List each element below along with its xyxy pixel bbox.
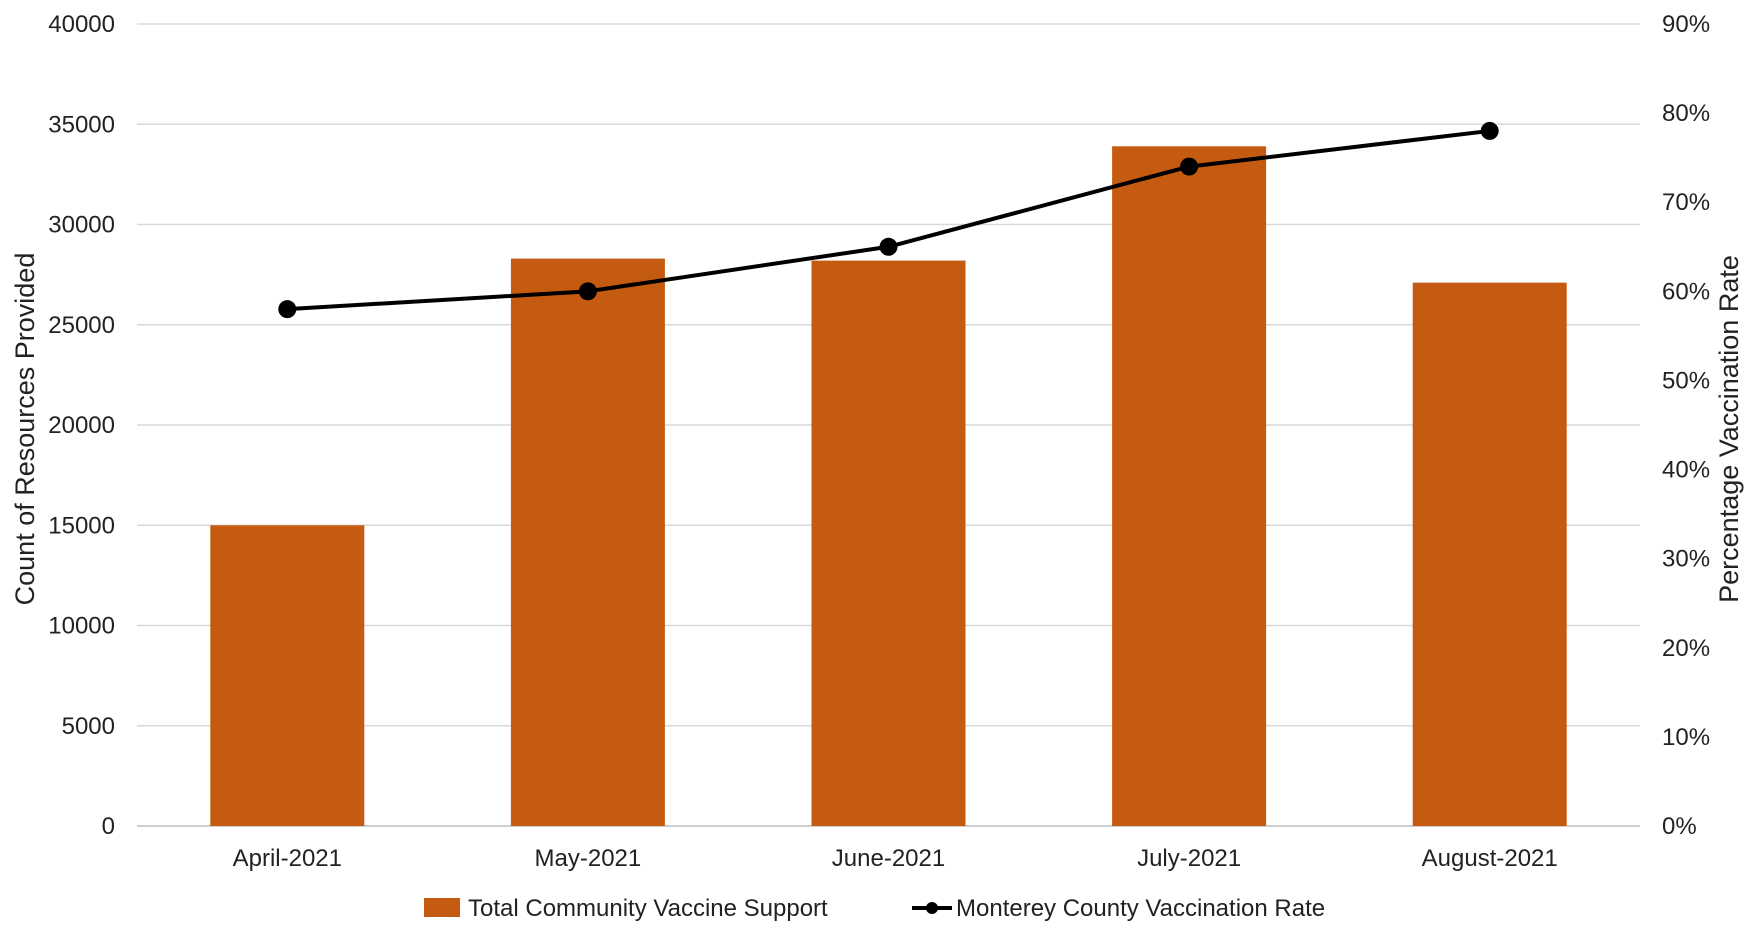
left-tick-label: 30000 [48,212,115,239]
right-tick-label: 40% [1662,457,1710,484]
x-axis: April-2021 May-2021 June-2021 July-2021 Augu… [233,845,1558,872]
left-tick-label: 0 [102,813,115,840]
right-tick-label: 70% [1662,189,1710,216]
left-tick-label: 35000 [48,111,115,138]
right-tick-label: 10% [1662,724,1710,751]
line-point [278,300,297,319]
left-tick-label: 20000 [48,412,115,439]
x-tick-label: April-2021 [233,845,342,872]
bar [510,258,665,827]
right-axis-title: Percentage Vaccination Rate [1714,255,1744,603]
right-tick-label: 20% [1662,635,1710,662]
legend: Total Community Vaccine Support Monterey… [424,895,1325,922]
left-tick-label: 25000 [48,312,115,339]
right-tick-label: 30% [1662,546,1710,573]
left-tick-label: 5000 [62,713,115,740]
left-tick-label: 15000 [48,512,115,539]
left-tick-label: 10000 [48,613,115,640]
line-point [1180,157,1199,176]
x-tick-label: June-2021 [832,845,945,872]
right-tick-label: 80% [1662,100,1710,127]
x-tick-label: August-2021 [1422,845,1558,872]
line-point [578,282,597,301]
legend-line-marker [926,902,938,914]
bar [210,525,365,826]
bar [1112,146,1267,826]
bar [1412,282,1567,826]
legend-bar-label: Total Community Vaccine Support [468,895,828,922]
bar-series [210,146,1567,827]
left-tick-label: 40000 [48,11,115,38]
right-axis: 0% 10% 20% 30% 40% 50% 60% 70% 80% 90% [1662,11,1710,840]
left-axis-title: Count of Resources Provided [10,253,40,606]
left-axis: 0 5000 10000 15000 20000 25000 30000 35000 40000 [48,11,115,840]
line-point [879,237,898,256]
line-series [278,121,1499,319]
x-tick-label: May-2021 [535,845,642,872]
right-tick-label: 0% [1662,813,1697,840]
right-tick-label: 50% [1662,367,1710,394]
right-tick-label: 60% [1662,278,1710,305]
line-point [1480,121,1499,140]
bar [811,260,966,827]
legend-line-label: Monterey County Vaccination Rate [956,895,1325,922]
x-tick-label: July-2021 [1137,845,1241,872]
legend-bar-swatch [424,898,460,917]
right-tick-label: 90% [1662,11,1710,38]
